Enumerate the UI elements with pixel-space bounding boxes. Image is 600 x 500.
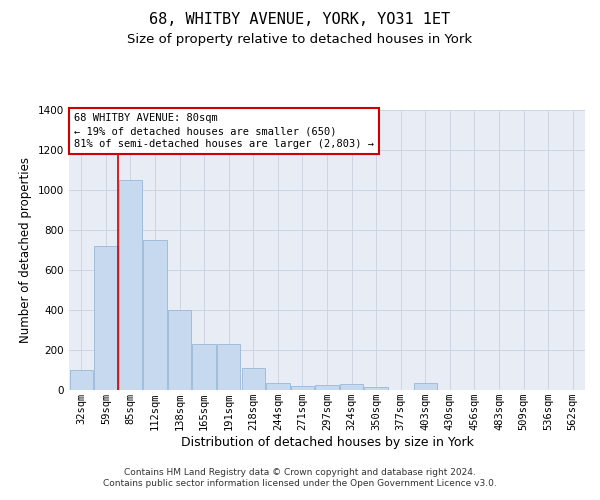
Bar	[193, 344, 216, 390]
Text: 68, WHITBY AVENUE, YORK, YO31 1ET: 68, WHITBY AVENUE, YORK, YO31 1ET	[149, 12, 451, 28]
Bar	[364, 387, 388, 390]
Bar	[413, 383, 437, 390]
Bar	[168, 310, 191, 390]
Text: Size of property relative to detached houses in York: Size of property relative to detached ho…	[127, 32, 473, 46]
Bar	[143, 240, 167, 390]
Bar	[316, 385, 338, 390]
Y-axis label: Number of detached properties: Number of detached properties	[19, 157, 32, 343]
Bar	[119, 180, 142, 390]
Text: Contains HM Land Registry data © Crown copyright and database right 2024.
Contai: Contains HM Land Registry data © Crown c…	[103, 468, 497, 487]
Bar	[266, 383, 290, 390]
Text: 68 WHITBY AVENUE: 80sqm
← 19% of detached houses are smaller (650)
81% of semi-d: 68 WHITBY AVENUE: 80sqm ← 19% of detache…	[74, 113, 374, 149]
X-axis label: Distribution of detached houses by size in York: Distribution of detached houses by size …	[181, 436, 473, 449]
Bar	[70, 370, 93, 390]
Bar	[291, 386, 314, 390]
Bar	[217, 344, 241, 390]
Bar	[242, 368, 265, 390]
Bar	[94, 246, 118, 390]
Bar	[340, 384, 363, 390]
